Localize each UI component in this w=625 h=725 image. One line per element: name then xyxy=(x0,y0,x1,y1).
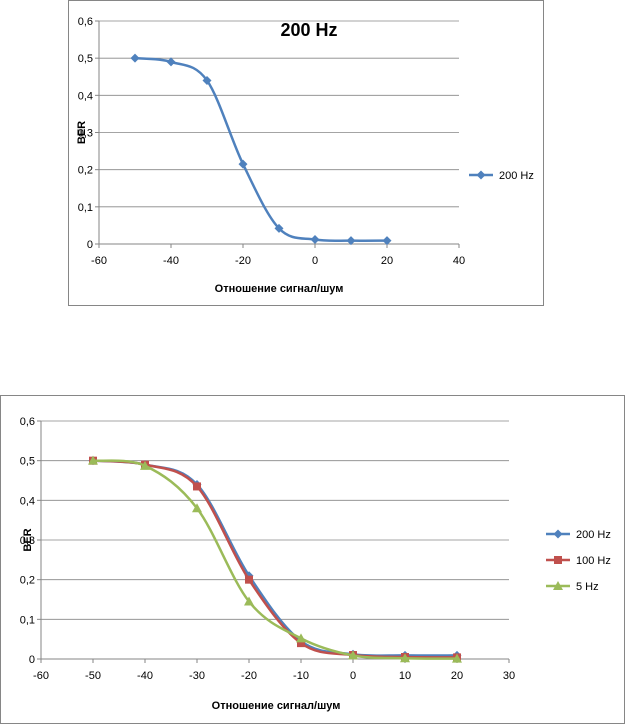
y-axis-title: BER xyxy=(22,528,34,551)
x-tick-label: 20 xyxy=(381,255,393,267)
legend-label: 5 Hz xyxy=(576,581,599,593)
y-axis-title: BER xyxy=(76,121,88,144)
series-line xyxy=(92,459,458,660)
x-tick-label: 30 xyxy=(503,670,515,682)
data-point xyxy=(166,57,176,67)
legend-marker xyxy=(553,529,563,539)
x-tick-label: -40 xyxy=(163,255,179,267)
data-point xyxy=(88,455,98,465)
y-tick-label: 0,1 xyxy=(78,202,93,214)
data-point xyxy=(193,482,201,491)
y-tick-label: 0,5 xyxy=(78,53,93,65)
chart-ber-200hz: 0 0,1 0,2 0,3 0,4 0,5 0,6 -60 -40 -20 0 20 40 Отношен… xyxy=(68,0,544,306)
legend-marker xyxy=(476,170,486,180)
series-line xyxy=(92,459,458,659)
data-point xyxy=(274,223,284,233)
y-tick-label: 0,6 xyxy=(20,416,35,428)
x-tick-label: -30 xyxy=(189,670,205,682)
y-tick-label: 0,3 xyxy=(20,535,35,547)
data-point xyxy=(244,596,254,606)
y-tick-label: 0 xyxy=(29,654,35,666)
legend-label: 100 Hz xyxy=(576,555,611,567)
legend-marker xyxy=(554,556,562,564)
y-tick-label: 0,5 xyxy=(20,456,35,468)
x-axis-title: Отношение сигнал/шум xyxy=(212,700,341,712)
data-point xyxy=(238,159,248,169)
x-tick-label: -60 xyxy=(91,255,107,267)
x-tick-label: -20 xyxy=(241,670,257,682)
y-tick-label: 0,6 xyxy=(78,16,93,28)
x-tick-label: 40 xyxy=(453,255,465,267)
series-line xyxy=(134,56,388,243)
data-point xyxy=(348,650,358,660)
x-tick-label: 20 xyxy=(451,670,463,682)
data-point xyxy=(346,236,356,246)
data-point xyxy=(130,53,140,63)
x-tick-label: 0 xyxy=(312,255,318,267)
legend-label: 200 Hz xyxy=(499,170,534,182)
y-tick-label: 0,4 xyxy=(78,90,93,102)
x-tick-label: -20 xyxy=(235,255,251,267)
y-tick-label: 0 xyxy=(87,239,93,251)
data-point xyxy=(140,460,150,470)
data-point xyxy=(310,235,320,245)
x-tick-label: -40 xyxy=(137,670,153,682)
data-point xyxy=(296,633,306,643)
x-tick-label: 10 xyxy=(399,670,411,682)
y-tick-label: 0,1 xyxy=(20,614,35,626)
series-line xyxy=(92,459,458,657)
x-tick-label: -10 xyxy=(293,670,309,682)
x-tick-label: -60 xyxy=(33,670,49,682)
legend-label: 200 Hz xyxy=(576,529,611,541)
x-tick-label: 0 xyxy=(350,670,356,682)
legend-marker xyxy=(553,581,563,590)
data-point xyxy=(297,639,305,648)
data-point xyxy=(400,653,410,663)
x-axis-title: Отношение сигнал/шум xyxy=(215,283,344,295)
chart-ber-comparison-svg: 0 0,1 0,2 0,3 0,4 0,5 0,6 -60 -50 -40 -30 -20 -10 0 10… xyxy=(20,416,611,712)
chart-ber-comparison: 0 0,1 0,2 0,3 0,4 0,5 0,6 -60 -50 -40 -30 -20 -10 0 10… xyxy=(0,395,625,724)
chart-title: 200 Hz xyxy=(280,20,337,40)
data-point xyxy=(452,653,462,663)
y-tick-label: 0,2 xyxy=(20,575,35,587)
data-point xyxy=(192,503,202,513)
x-tick-label: -50 xyxy=(85,670,101,682)
data-point xyxy=(202,75,212,85)
data-point xyxy=(245,575,253,584)
data-point xyxy=(382,236,392,246)
y-tick-label: 0,3 xyxy=(78,128,93,140)
y-tick-label: 0,4 xyxy=(20,495,35,507)
y-tick-label: 0,2 xyxy=(78,165,93,177)
chart-ber-200hz-svg: 0 0,1 0,2 0,3 0,4 0,5 0,6 -60 -40 -20 0 20 40 Отношен… xyxy=(76,16,534,295)
